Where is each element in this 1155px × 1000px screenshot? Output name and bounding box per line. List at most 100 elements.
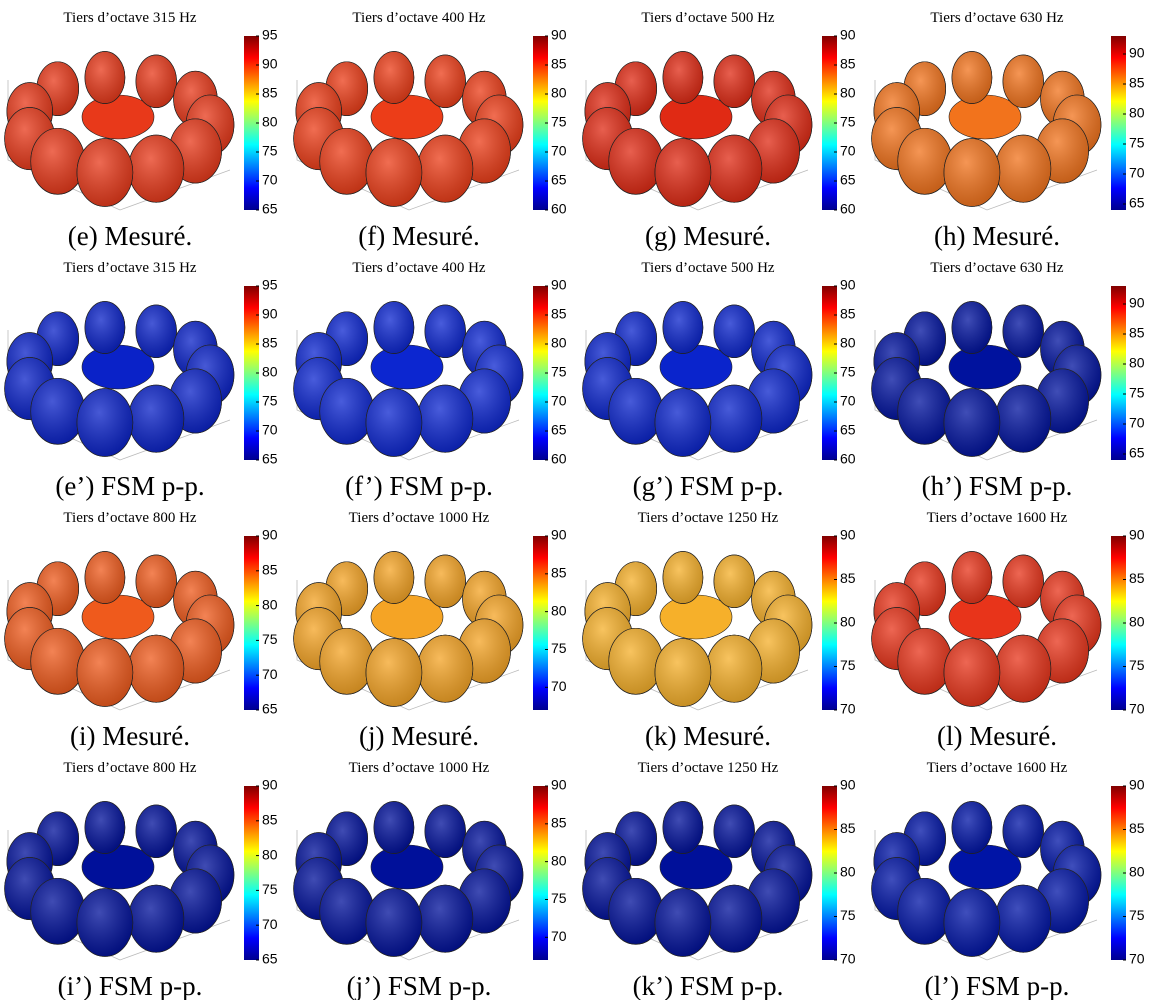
colorbar-tick-label: 90 (551, 527, 567, 543)
colorbar-tick-label: 75 (1129, 907, 1145, 923)
colorbar (1111, 36, 1126, 210)
colorbar-tick-label: 90 (262, 306, 278, 322)
panel: Tiers d’octave 500 Hz 60 65 70 75 80 85 90 (g’) … (582, 260, 856, 501)
panel-title: Tiers d’octave 500 Hz (641, 10, 775, 26)
colorbar (244, 536, 259, 710)
colorbar-tick-label: 70 (262, 422, 278, 438)
panel-title: Tiers d’octave 800 Hz (63, 510, 197, 526)
colorbar-tick-label: 65 (262, 951, 278, 967)
colorbar-tick-label: 65 (840, 422, 856, 438)
dome-shade (713, 54, 755, 108)
panel-caption: (i) Mesuré. (70, 721, 190, 751)
dome-shade (713, 554, 755, 608)
dome-shade (713, 804, 755, 858)
dome-shade (84, 551, 126, 604)
colorbar-tick-label: 85 (1129, 570, 1145, 586)
colorbar-tick-label: 75 (840, 114, 856, 130)
panel: Tiers d’octave 1250 Hz 70 75 80 85 90 (k) Mesu… (582, 510, 856, 751)
colorbar-tick-label: 85 (840, 570, 856, 586)
panel-title: Tiers d’octave 630 Hz (930, 260, 1064, 276)
colorbar-tick-label: 75 (262, 393, 278, 409)
dome-shade (30, 877, 86, 945)
dome-shade (319, 627, 375, 695)
colorbar-tick-label: 75 (551, 890, 567, 906)
dome-shade (713, 304, 755, 358)
panel-title: Tiers d’octave 1250 Hz (638, 510, 779, 526)
colorbar-tick-label: 70 (840, 143, 856, 159)
dome-shade (706, 384, 763, 453)
dome-shade (365, 888, 423, 957)
panel-caption: (f) Mesuré. (358, 221, 479, 251)
colorbar-tick-label: 80 (551, 335, 567, 351)
colorbar-tick-label: 70 (840, 951, 856, 967)
colorbar (533, 536, 548, 710)
dome-shade (662, 51, 704, 104)
colorbar-tick-label: 70 (551, 678, 567, 694)
colorbar-tick-label: 95 (262, 27, 278, 43)
dome-shade (995, 384, 1052, 453)
panel-title: Tiers d’octave 1600 Hz (927, 510, 1068, 526)
colorbar (533, 786, 548, 960)
dome-shade (654, 388, 712, 457)
colorbar-tick-label: 75 (1129, 657, 1145, 673)
dome-shade (654, 638, 712, 707)
colorbar-tick-label: 75 (840, 657, 856, 673)
colorbar-tick-label: 70 (262, 172, 278, 188)
dome-shade (135, 804, 177, 858)
panel: Tiers d’octave 315 Hz 65 70 75 80 85 90 95 (e’) … (4, 260, 278, 501)
colorbar (533, 286, 548, 460)
colorbar-tick-label: 60 (840, 201, 856, 217)
colorbar-tick-label: 90 (840, 777, 856, 793)
dome-shade (424, 554, 466, 608)
colorbar-tick-label: 90 (551, 777, 567, 793)
colorbar-tick-label: 80 (262, 364, 278, 380)
colorbar-tick-label: 70 (840, 701, 856, 717)
dome-shade (417, 634, 474, 703)
dome-shade (897, 127, 953, 195)
colorbar-tick-label: 80 (551, 602, 567, 618)
colorbar-tick-label: 90 (551, 27, 567, 43)
panel: Tiers d’octave 800 Hz 65 70 75 80 85 90 (i’) FS… (4, 760, 278, 1000)
dome-shade (608, 877, 664, 945)
colorbar (1111, 536, 1126, 710)
panel: Tiers d’octave 630 Hz 65 70 75 80 85 90 (h’) FS… (871, 260, 1145, 501)
dome-shade (995, 884, 1052, 953)
colorbar-tick-label: 70 (1129, 951, 1145, 967)
dome-shade (951, 801, 993, 854)
panel-caption: (j) Mesuré. (359, 721, 479, 751)
colorbar-tick-label: 85 (1129, 75, 1145, 91)
colorbar (822, 286, 837, 460)
panel-caption: (j’) FSM p-p. (347, 971, 492, 1000)
colorbar-tick-label: 90 (262, 527, 278, 543)
colorbar (822, 536, 837, 710)
colorbar-tick-label: 80 (1129, 614, 1145, 630)
panel-caption: (h’) FSM p-p. (922, 471, 1073, 501)
panel-title: Tiers d’octave 315 Hz (63, 260, 197, 276)
colorbar-tick-label: 70 (262, 916, 278, 932)
panel: Tiers d’octave 1000 Hz 70 75 80 85 90 (j’) FSM… (293, 760, 567, 1000)
dome-shade (128, 134, 185, 203)
colorbar-tick-label: 80 (840, 335, 856, 351)
dome-shade (608, 627, 664, 695)
colorbar-tick-label: 80 (1129, 105, 1145, 121)
dome-shade (135, 304, 177, 358)
colorbar-tick-label: 65 (551, 422, 567, 438)
panel-title: Tiers d’octave 630 Hz (930, 10, 1064, 26)
dome-shade (135, 554, 177, 608)
colorbar-tick-label: 75 (840, 907, 856, 923)
dome-shade (30, 377, 86, 445)
dome-shade (319, 127, 375, 195)
colorbar-tick-label: 65 (262, 451, 278, 467)
dome-shade (706, 884, 763, 953)
colorbar-tick-label: 70 (551, 393, 567, 409)
dome-shade (128, 634, 185, 703)
colorbar-tick-label: 75 (262, 143, 278, 159)
panel: Tiers d’octave 1250 Hz 70 75 80 85 90 (k’) FSM… (582, 760, 856, 1000)
colorbar-tick-label: 80 (1129, 355, 1145, 371)
panel-caption: (g’) FSM p-p. (633, 471, 784, 501)
colorbar (533, 36, 548, 210)
panel: Tiers d’octave 400 Hz 60 65 70 75 80 85 90 (f) M… (293, 10, 567, 251)
dome-shade (373, 551, 415, 604)
colorbar-tick-label: 70 (840, 393, 856, 409)
dome-shade (943, 138, 1001, 207)
